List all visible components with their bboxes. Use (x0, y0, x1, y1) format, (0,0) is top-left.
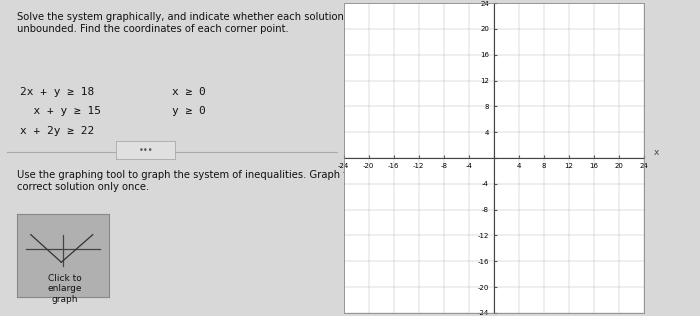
Text: 2x + y ≥ 18: 2x + y ≥ 18 (20, 87, 94, 97)
Text: x: x (653, 148, 659, 157)
Text: x + y ≥ 15: x + y ≥ 15 (20, 106, 101, 116)
Text: Use the graphing tool to graph the system of inequalities. Graph the region that: Use the graphing tool to graph the syste… (17, 170, 493, 192)
Text: x + 2y ≥ 22: x + 2y ≥ 22 (20, 126, 94, 136)
Text: Solve the system graphically, and indicate whether each solution region is bound: Solve the system graphically, and indica… (17, 12, 450, 34)
Text: x ≥ 0: x ≥ 0 (172, 87, 206, 97)
Text: y ≥ 0: y ≥ 0 (172, 106, 206, 116)
